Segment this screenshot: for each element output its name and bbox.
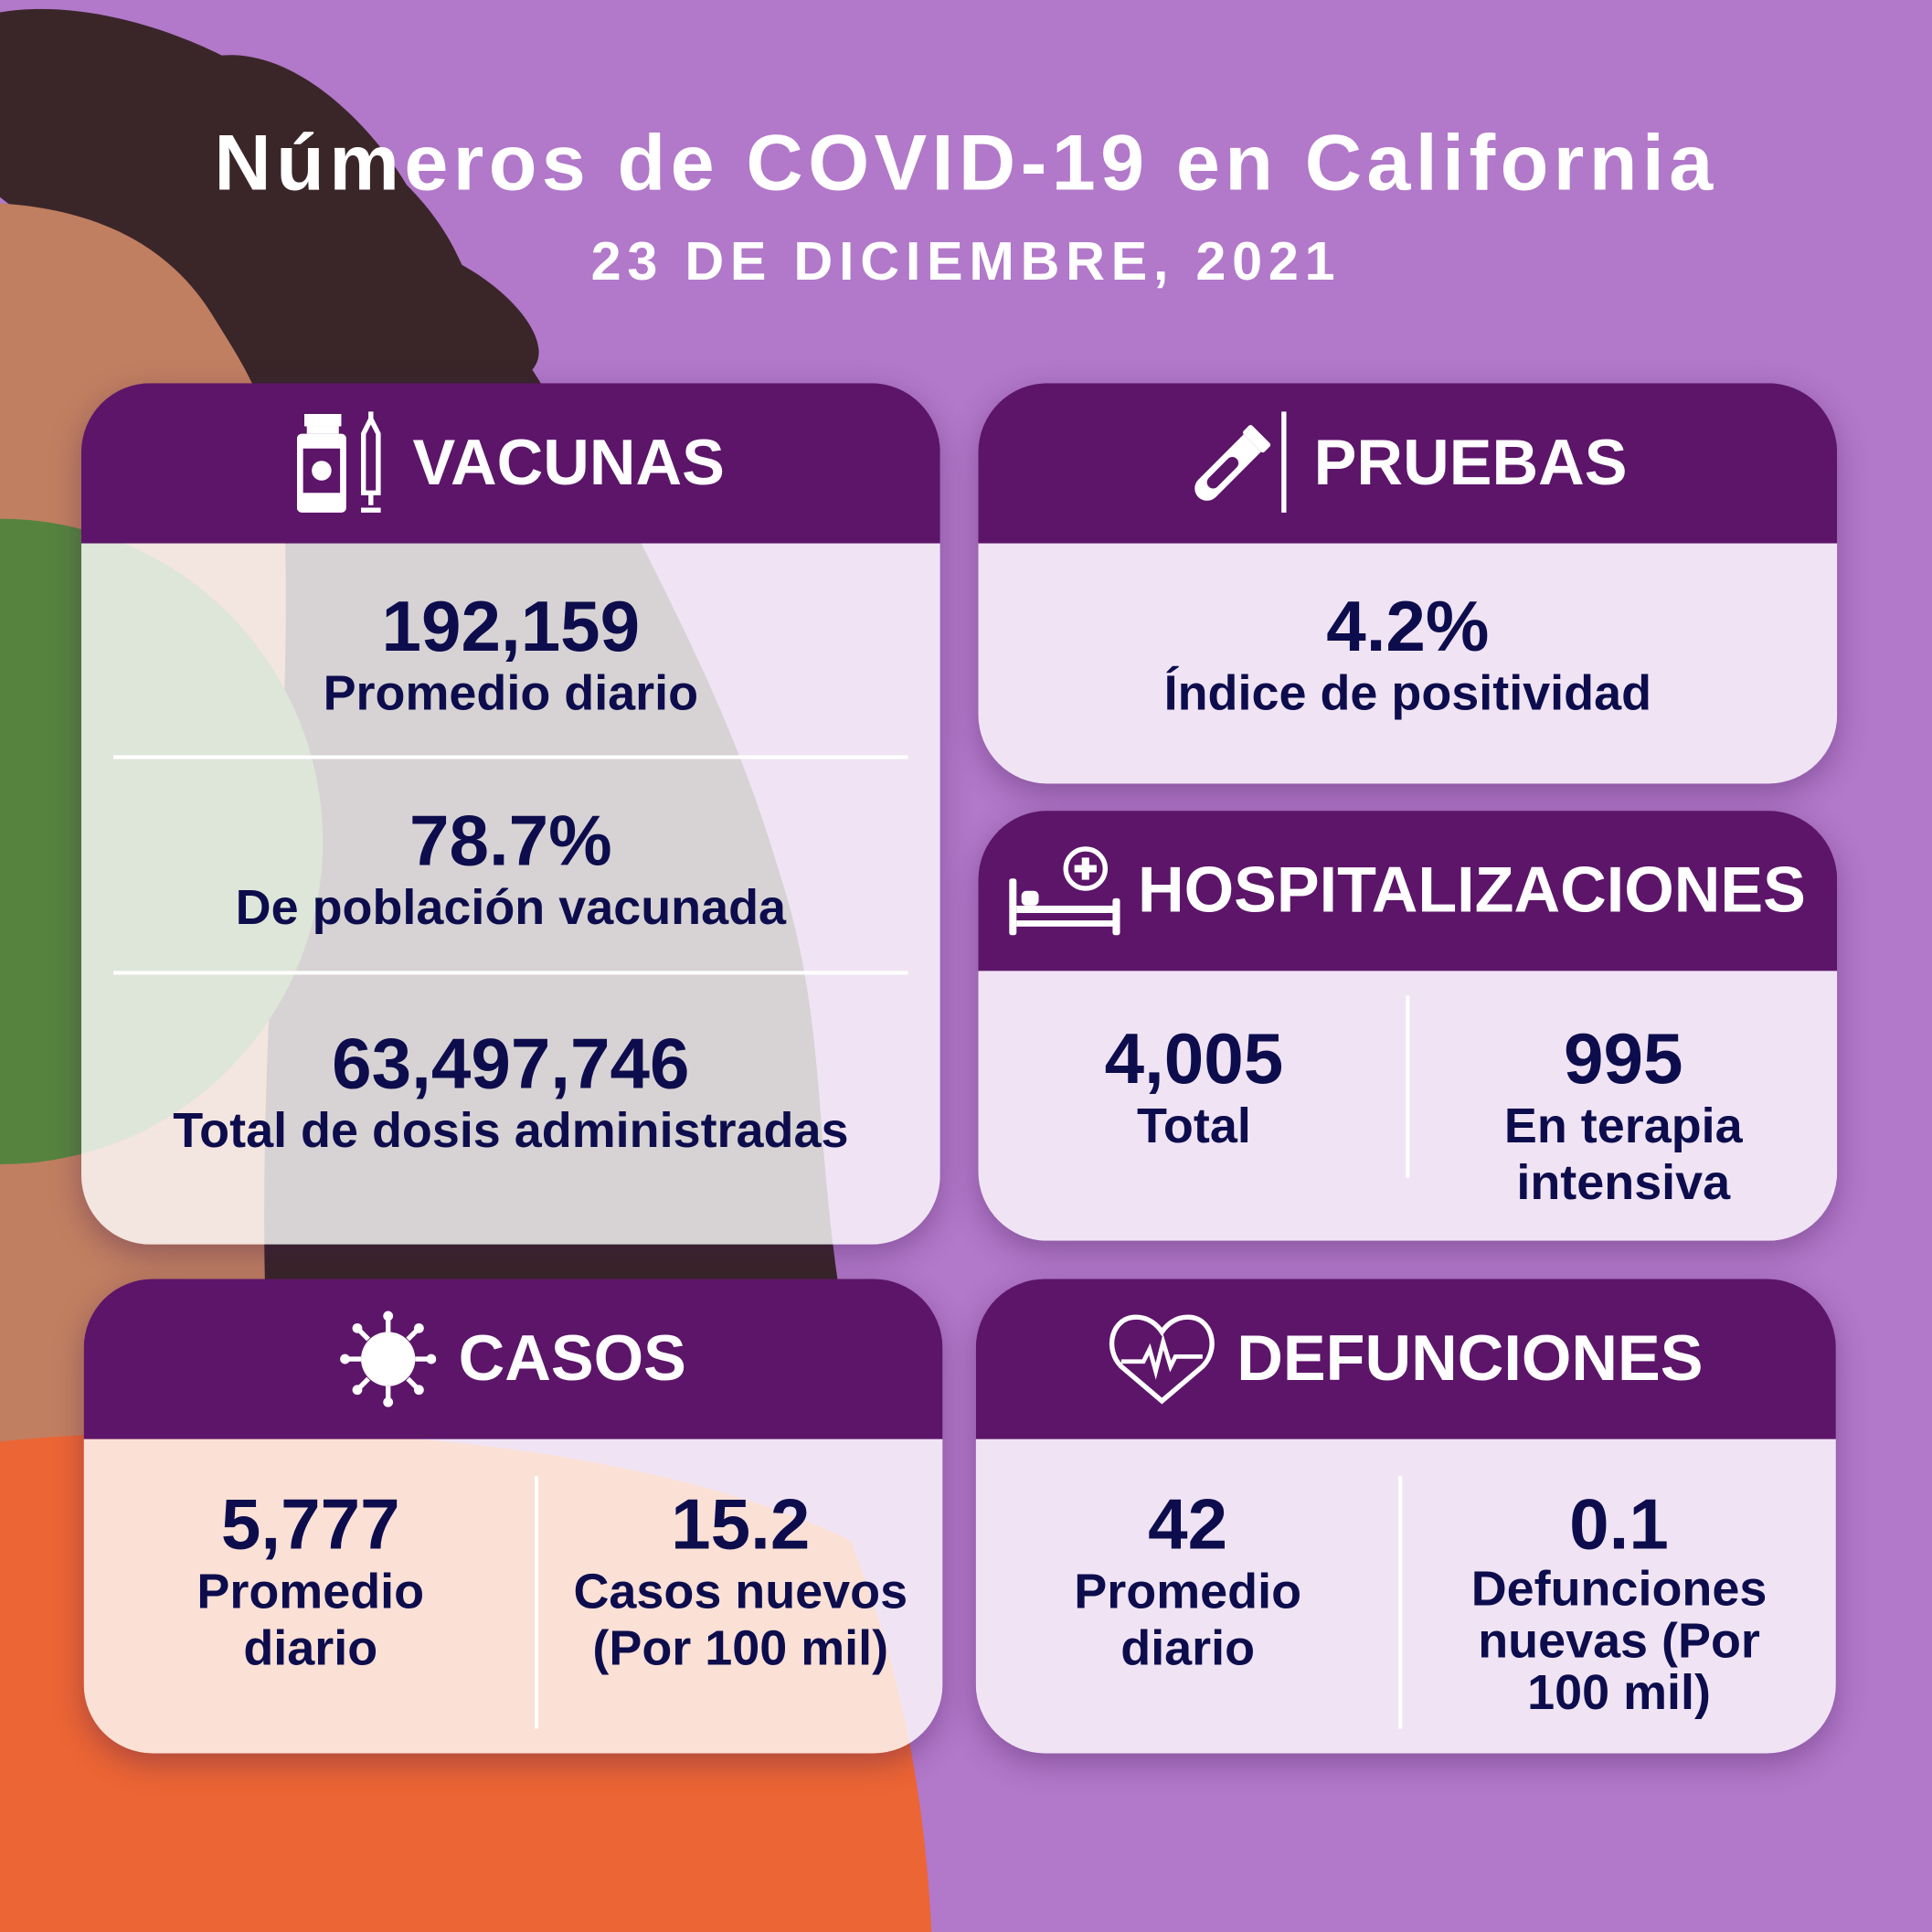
defunciones-card: DEFUNCIONES 42 Promedio diario 0.1 Defun… (975, 1279, 1836, 1754)
pruebas-stat: 4.2% Índice de positividad (978, 586, 1837, 722)
hospitalizaciones-title: HOSPITALIZACIONES (1137, 855, 1806, 927)
stat-value: 192,159 (381, 586, 641, 667)
stat-label: Promedio diario (1074, 1565, 1302, 1676)
vacunas-card: VACUNAS 192,159 Promedio diario 78.7% De… (80, 383, 940, 1245)
casos-stat: 15.2 Casos nuevos (Por 100 mil) (538, 1439, 942, 1754)
hospitalizaciones-card: HOSPITALIZACIONES 4,005 Total 995 En ter… (978, 811, 1838, 1241)
vaccine-vial-syringe-icon (296, 411, 381, 513)
hospital-bed-icon (1009, 846, 1121, 936)
divider (113, 755, 908, 759)
pruebas-title: PRUEBAS (1313, 427, 1628, 500)
divider (535, 1476, 539, 1729)
pruebas-card: PRUEBAS 4.2% Índice de positividad (978, 383, 1838, 784)
pruebas-header: PRUEBAS (978, 383, 1838, 544)
vacunas-title: VACUNAS (412, 427, 725, 500)
vacunas-stat: 78.7% De población vacunada (81, 801, 940, 936)
stat-value: 4.2% (1326, 586, 1490, 667)
stat-label: Total (1136, 1099, 1251, 1153)
casos-header: CASOS (83, 1279, 943, 1439)
stat-label: Defunciones nuevas (Por 100 mil) (1470, 1562, 1767, 1720)
defunciones-title: DEFUNCIONES (1237, 1322, 1704, 1396)
hospitalizaciones-body: 4,005 Total 995 En terapia intensiva (978, 971, 1838, 1241)
stat-label: De población vacunada (235, 880, 787, 936)
stat-value: 15.2 (671, 1484, 811, 1566)
test-tube-swab-icon (1194, 411, 1288, 513)
vacunas-body: 192,159 Promedio diario 78.7% De poblaci… (80, 543, 940, 1245)
casos-stat: 5,777 Promedio diario (84, 1439, 537, 1754)
casos-title: CASOS (458, 1322, 686, 1396)
hosp-stat: 995 En terapia intensiva (1409, 971, 1837, 1240)
stat-label: Promedio diario (323, 666, 699, 721)
stat-value: 995 (1564, 1018, 1683, 1099)
stat-label: Promedio diario (196, 1565, 425, 1676)
heart-pulse-icon (1109, 1314, 1215, 1405)
vacunas-header: VACUNAS (80, 383, 940, 544)
stat-value: 4,005 (1104, 1018, 1284, 1099)
casos-body: 5,777 Promedio diario 15.2 Casos nuevos … (83, 1438, 943, 1754)
virus-icon (340, 1311, 437, 1407)
page-title: Números de COVID-19 en California (214, 118, 1718, 207)
casos-card: CASOS 5,777 Promedio diario 15.2 Casos n… (83, 1279, 943, 1754)
defunciones-stat: 0.1 Defunciones nuevas (Por 100 mil) (1402, 1439, 1836, 1754)
pruebas-body: 4.2% Índice de positividad (978, 543, 1838, 784)
vacunas-stat: 63,497,746 Total de dosis administradas (81, 1024, 940, 1159)
stat-label: Casos nuevos (Por 100 mil) (573, 1565, 908, 1676)
stat-label: Total de dosis administradas (173, 1103, 849, 1159)
stat-value: 0.1 (1569, 1484, 1669, 1566)
stat-value: 5,777 (220, 1484, 400, 1566)
stat-value: 42 (1148, 1484, 1228, 1566)
page-date: 23 DE DICIEMBRE, 2021 (590, 231, 1342, 292)
hosp-stat: 4,005 Total (978, 971, 1409, 1240)
defunciones-stat: 42 Promedio diario (976, 1439, 1400, 1754)
divider (1398, 1476, 1403, 1729)
vacunas-stat: 192,159 Promedio diario (81, 586, 940, 722)
divider (1406, 995, 1410, 1178)
defunciones-header: DEFUNCIONES (975, 1279, 1836, 1439)
hospitalizaciones-header: HOSPITALIZACIONES (978, 811, 1838, 971)
stat-value: 78.7% (409, 801, 612, 881)
stat-value: 63,497,746 (332, 1024, 690, 1104)
divider (113, 971, 908, 975)
stat-label: En terapia intensiva (1503, 1099, 1743, 1210)
stat-label: Índice de positividad (1163, 666, 1652, 721)
defunciones-body: 42 Promedio diario 0.1 Defunciones nueva… (975, 1438, 1836, 1754)
